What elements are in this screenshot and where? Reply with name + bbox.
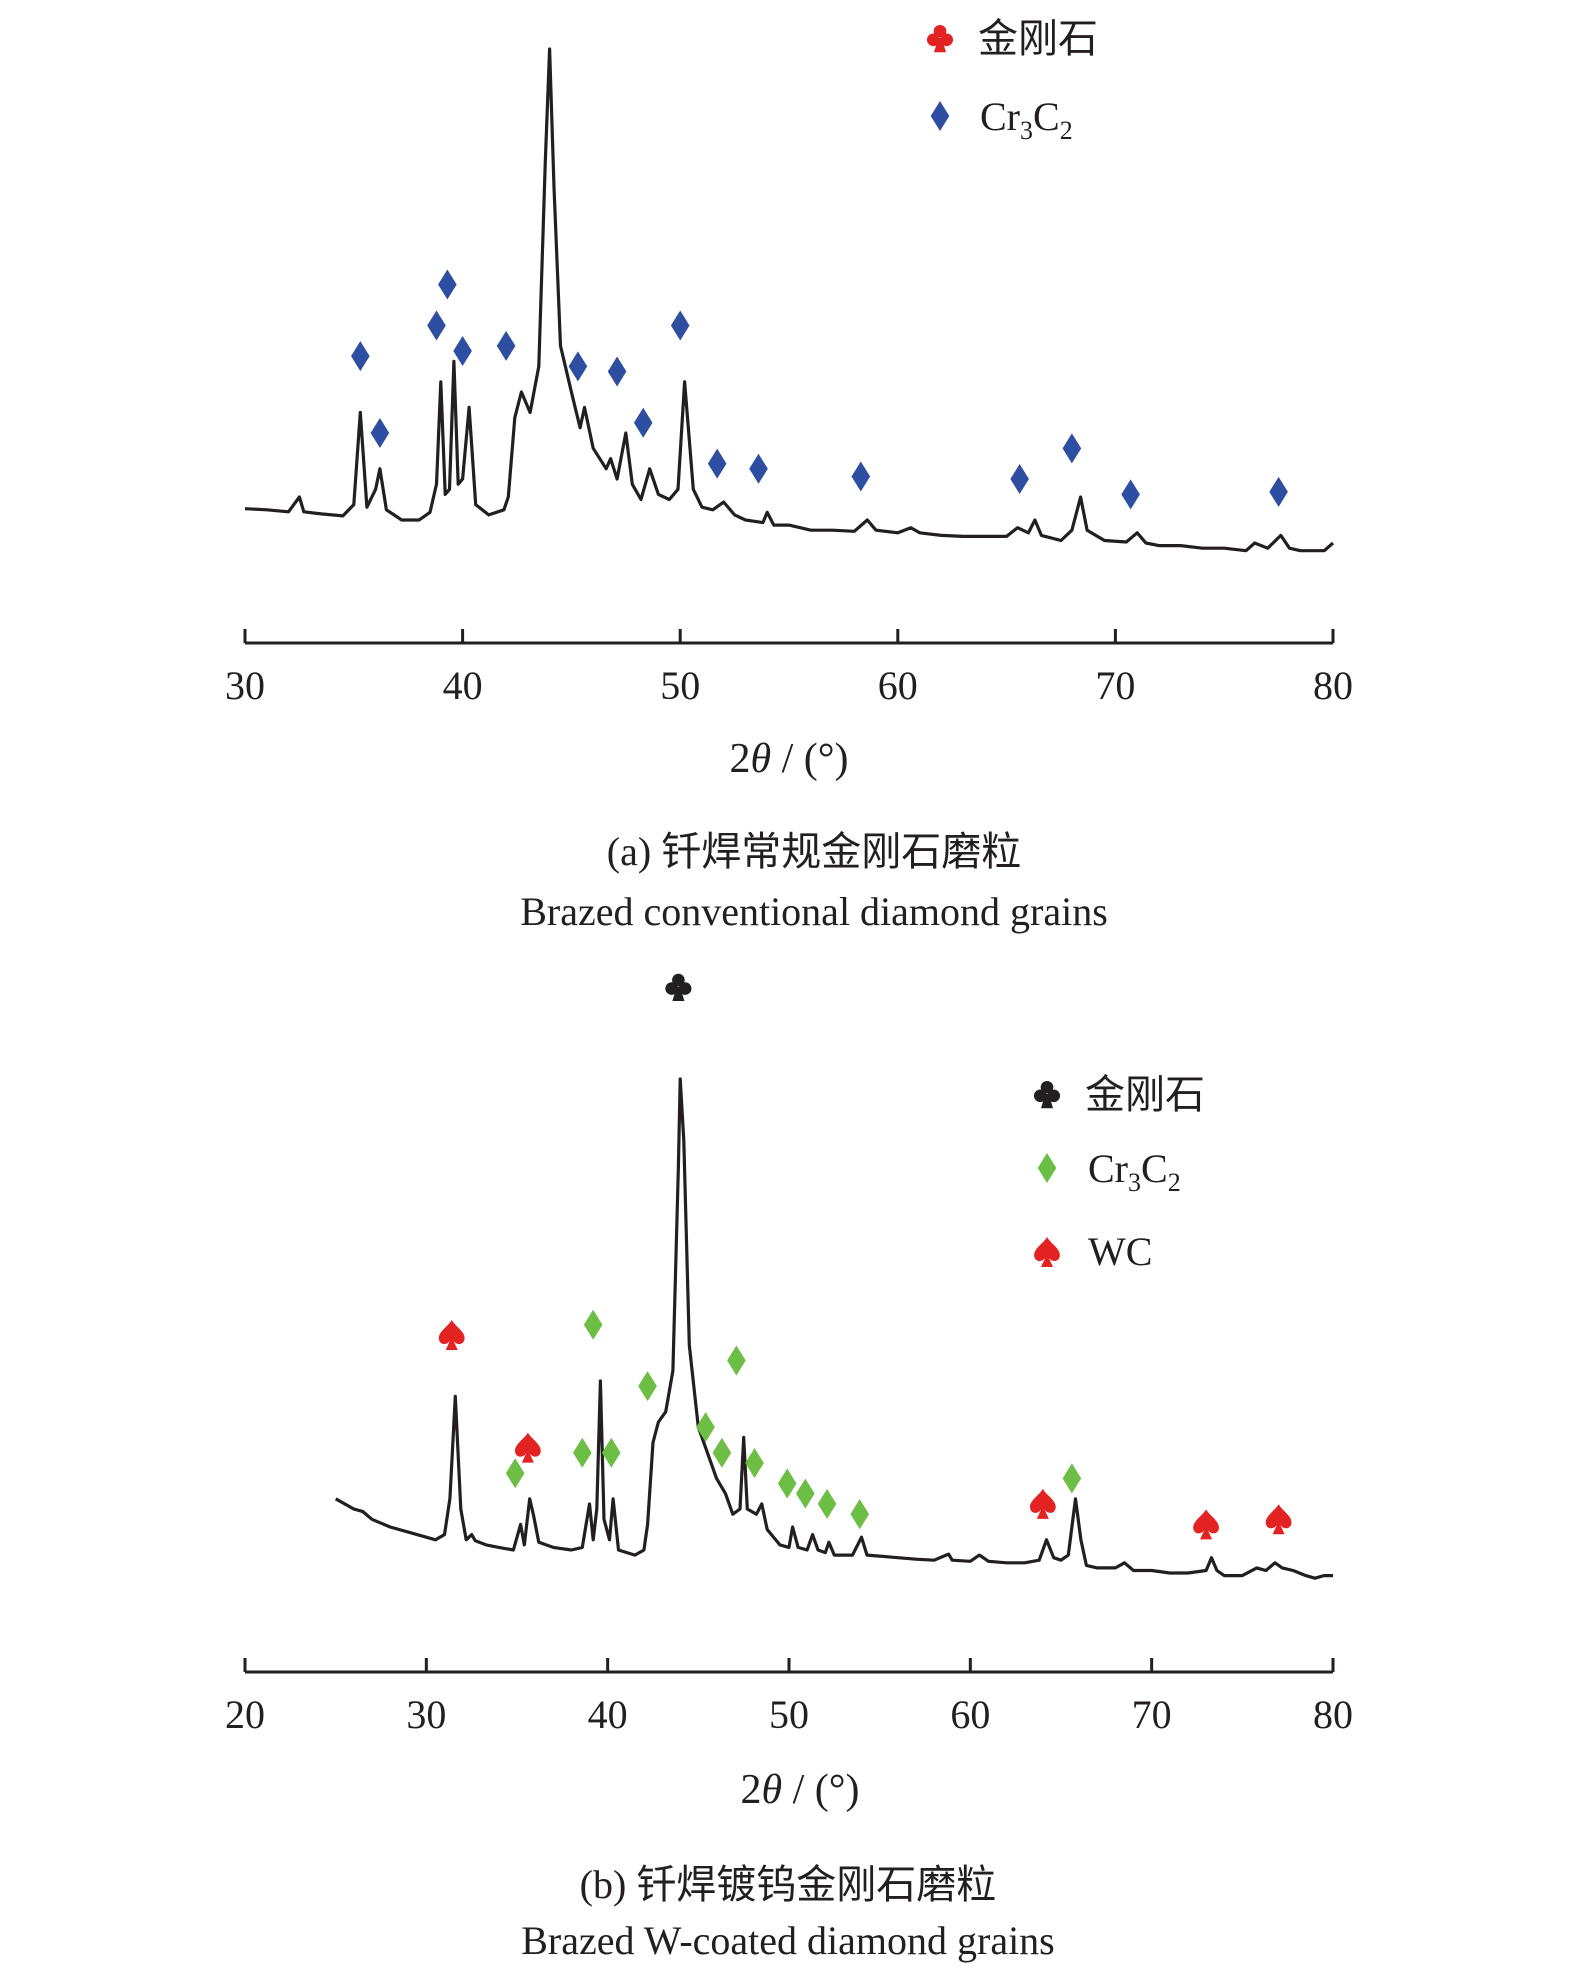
chart-b-caption-cn: (b) 钎焊镀钨金刚石磨粒 xyxy=(580,1862,997,1907)
legend-b-item-wc: WC xyxy=(1034,1229,1152,1274)
chart-a-caption-cn: (a) 钎焊常规金刚石磨粒 xyxy=(607,829,1021,874)
chart-b-x-tick-label-4: 60 xyxy=(950,1692,990,1737)
chart-b-legend: 金刚石 Cr3C2 WC xyxy=(1033,1072,1205,1274)
chart-a-x-tick-label-4: 70 xyxy=(1095,663,1135,708)
legend-b-label-1: Cr3C2 xyxy=(1088,1146,1181,1197)
chart-b-marker-diamond-17 xyxy=(1062,1463,1082,1494)
chart-a-marker-diamond-15 xyxy=(1062,433,1082,464)
chart-b-caption-en: Brazed W-coated diamond grains xyxy=(521,1918,1055,1963)
chart-a-marker-diamond-1 xyxy=(370,417,390,448)
legend-b-diamond-icon xyxy=(1037,1153,1057,1183)
chart-a-marker-diamond-7 xyxy=(568,351,588,382)
chart-a-marker-diamond-16 xyxy=(1121,479,1140,510)
legend-a-item-diamond-phase: 金刚石 xyxy=(926,16,1098,61)
chart-a-legend: 金刚石 Cr3C2 xyxy=(926,16,1098,145)
chart-b-marker-diamond-4 xyxy=(583,1309,603,1340)
chart-a-markers xyxy=(351,269,1288,510)
chart-b-marker-spade-0 xyxy=(438,1319,465,1350)
chart-b-marker-spade-2 xyxy=(514,1432,541,1463)
chart-b-x-tick-label-1: 30 xyxy=(406,1692,446,1737)
chart-a-marker-diamond-4 xyxy=(453,336,472,367)
diamond-icon xyxy=(930,101,950,131)
chart-a-marker-diamond-13 xyxy=(851,461,871,492)
legend-a-item-cr3c2: Cr3C2 xyxy=(930,94,1073,145)
club-icon xyxy=(926,24,954,53)
chart-a-marker-diamond-10 xyxy=(670,310,690,341)
chart-b-marker-spade-16 xyxy=(1029,1488,1056,1519)
chart-b-marker-club-7 xyxy=(665,973,692,1002)
chart-b-marker-diamond-3 xyxy=(572,1437,592,1468)
chart-a-marker-diamond-8 xyxy=(607,356,627,387)
legend-a-label-1: Cr3C2 xyxy=(980,94,1073,145)
chart-a-x-axis-label: 2θ / (°) xyxy=(729,736,848,782)
chart-b-marker-spade-18 xyxy=(1193,1509,1219,1540)
chart-b-marker-diamond-9 xyxy=(712,1437,732,1468)
chart-b-marker-diamond-10 xyxy=(727,1345,746,1376)
spade-icon xyxy=(1034,1237,1060,1267)
chart-b-marker-diamond-8 xyxy=(696,1412,715,1443)
chart-b-x-axis: 20 30 40 50 60 70 80 xyxy=(225,1658,1353,1737)
chart-a-x-tick-label-2: 50 xyxy=(660,663,700,708)
chart-a-x-tick-label-1: 40 xyxy=(443,663,483,708)
chart-b-markers xyxy=(438,973,1292,1540)
chart-a-marker-diamond-17 xyxy=(1269,476,1288,507)
chart-b-marker-diamond-13 xyxy=(796,1478,815,1509)
chart-b-x-tick-label-0: 20 xyxy=(225,1692,265,1737)
chart-b-x-tick-label-3: 50 xyxy=(769,1692,809,1737)
chart-a-x-tick-label-3: 60 xyxy=(878,663,918,708)
chart-b-x-axis-label: 2θ / (°) xyxy=(740,1767,859,1813)
diamond-icon xyxy=(1037,1153,1057,1183)
chart-b-x-tick-label-2: 40 xyxy=(588,1692,628,1737)
chart-a-x-axis: 30 40 50 60 70 80 xyxy=(225,629,1353,708)
chart-a-x-tick-label-0: 30 xyxy=(225,663,265,708)
chart-a-marker-diamond-2 xyxy=(427,310,446,341)
chart-b-x-tick-label-5: 70 xyxy=(1132,1692,1172,1737)
chart-b-marker-diamond-1 xyxy=(505,1458,525,1489)
chart-b-marker-diamond-5 xyxy=(601,1437,621,1468)
chart-a-marker-diamond-14 xyxy=(1010,464,1029,495)
chart-b-marker-spade-19 xyxy=(1265,1504,1292,1535)
legend-a-label-0: 金刚石 xyxy=(978,16,1098,61)
chart-a-marker-diamond-11 xyxy=(707,448,727,479)
legend-a-diamond-icon xyxy=(930,101,950,131)
legend-b-spade-icon xyxy=(1034,1237,1060,1267)
chart-b-marker-diamond-11 xyxy=(745,1447,764,1478)
chart-b: 20 30 40 50 60 70 80 2θ / (°) 金刚石 Cr3C2 WC (b)… xyxy=(225,973,1353,1963)
chart-b-marker-diamond-15 xyxy=(850,1499,870,1530)
chart-b-marker-diamond-12 xyxy=(777,1468,797,1499)
chart-b-marker-diamond-6 xyxy=(638,1371,657,1402)
chart-a-marker-diamond-9 xyxy=(633,407,653,438)
chart-a-marker-diamond-3 xyxy=(438,269,457,300)
legend-b-label-2: WC xyxy=(1088,1229,1152,1274)
chart-a-caption-en: Brazed conventional diamond grains xyxy=(520,889,1108,934)
legend-b-club-icon xyxy=(1033,1080,1061,1109)
chart-b-marker-diamond-14 xyxy=(817,1488,837,1519)
chart-b-series-line xyxy=(334,1077,1333,1580)
legend-b-item-diamond-phase: 金刚石 xyxy=(1033,1072,1205,1117)
chart-a-x-tick-label-5: 80 xyxy=(1313,663,1353,708)
chart-b-x-tick-label-6: 80 xyxy=(1313,1692,1353,1737)
chart-a-marker-diamond-0 xyxy=(351,341,370,372)
club-icon xyxy=(1033,1080,1061,1109)
chart-a: 30 40 50 60 70 80 2θ / (°) 金刚石 Cr3C2 (a) 钎焊常规… xyxy=(225,16,1353,934)
legend-b-label-0: 金刚石 xyxy=(1085,1072,1205,1117)
chart-a-marker-diamond-5 xyxy=(496,330,516,361)
legend-a-club-icon xyxy=(926,24,954,53)
legend-b-item-cr3c2: Cr3C2 xyxy=(1037,1146,1181,1197)
chart-a-marker-diamond-12 xyxy=(749,453,768,484)
chart-a-series-line xyxy=(244,47,1335,553)
